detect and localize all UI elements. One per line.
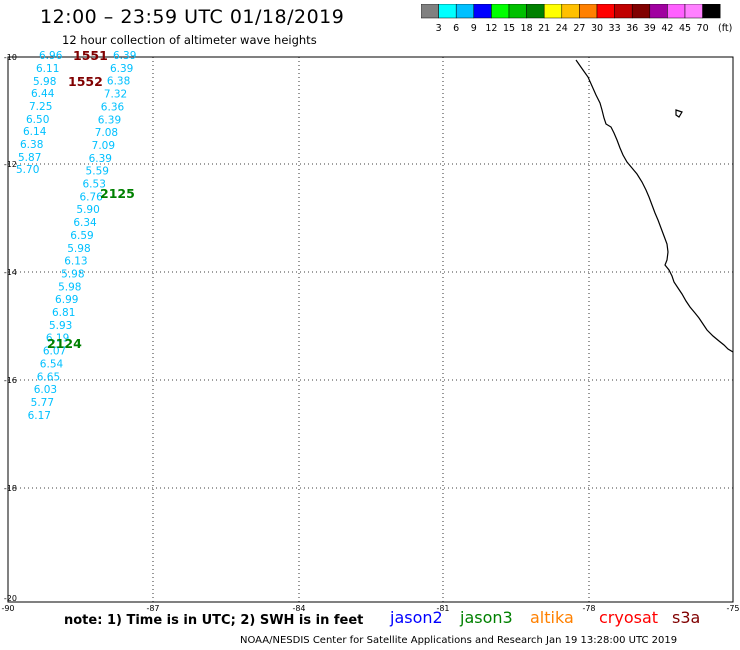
legend-altika: altika bbox=[530, 608, 574, 627]
wave-height-value: 6.59 bbox=[70, 230, 93, 242]
scale-label: 15 bbox=[503, 23, 515, 34]
lat-tick-label: -12 bbox=[4, 160, 17, 169]
wave-height-value: 6.07 bbox=[43, 346, 66, 358]
wave-height-value: 6.38 bbox=[20, 139, 43, 151]
lat-tick-label: -20 bbox=[4, 594, 17, 603]
wave-height-value: 5.77 bbox=[31, 397, 54, 409]
scale-label: 24 bbox=[556, 23, 568, 34]
wave-height-value: 6.53 bbox=[83, 179, 106, 191]
wave-height-value: 6.19 bbox=[46, 333, 69, 345]
wave-height-value: 6.96 bbox=[39, 50, 63, 62]
wave-height-value: 5.93 bbox=[49, 320, 72, 332]
page-subtitle: 12 hour collection of altimeter wave hei… bbox=[62, 33, 317, 47]
wave-height-value: 5.59 bbox=[86, 166, 109, 178]
color-scale: 3 6 9 12 15 18 21 24 27 30 33 36 39 42 45 70 (ft) bbox=[421, 4, 732, 34]
legend-jason3: jason3 bbox=[460, 608, 513, 627]
lon-tick-label: -84 bbox=[292, 604, 305, 613]
scale-label: 27 bbox=[573, 23, 585, 34]
wave-height-value: 6.81 bbox=[52, 307, 75, 319]
wave-height-value: 5.98 bbox=[67, 243, 90, 255]
track-time-label: 2124 bbox=[47, 336, 82, 351]
wave-height-value: 6.54 bbox=[40, 358, 64, 370]
wave-height-value: 6.50 bbox=[26, 114, 49, 126]
scale-label: 36 bbox=[626, 23, 638, 34]
lat-tick-label: -18 bbox=[4, 484, 17, 493]
legend-cryosat: cryosat bbox=[599, 608, 659, 627]
legend-s3a: s3a bbox=[672, 608, 701, 627]
wave-height-value: 6.34 bbox=[73, 217, 97, 229]
axis-tick-labels: -10 -12 -14 -16 -18 -20-90 -87 -84 -81 -78 -75 bbox=[1, 53, 739, 613]
wave-height-value: 6.99 bbox=[55, 294, 78, 306]
wave-height-value: 5.87 bbox=[18, 152, 41, 164]
lat-tick-label: -10 bbox=[4, 53, 17, 62]
grid-lines bbox=[8, 57, 733, 602]
lon-tick-label: -87 bbox=[146, 604, 159, 613]
scale-label: 39 bbox=[644, 23, 656, 34]
scale-unit: (ft) bbox=[718, 23, 732, 34]
wave-height-value: 6.03 bbox=[34, 384, 57, 396]
wave-height-value: 6.65 bbox=[37, 371, 60, 383]
map-frame bbox=[7, 56, 734, 603]
legend-jason2: jason2 bbox=[390, 608, 443, 627]
scale-label: 18 bbox=[521, 23, 533, 34]
scale-label: 70 bbox=[697, 23, 709, 34]
scale-label: 3 bbox=[436, 23, 442, 34]
scale-label: 42 bbox=[661, 23, 673, 34]
wave-height-value: 6.39 bbox=[98, 114, 121, 126]
track-time-label: 2125 bbox=[100, 186, 135, 201]
lon-tick-label: -78 bbox=[582, 604, 595, 613]
wave-height-value: 6.39 bbox=[113, 50, 136, 62]
page-title: 12:00 – 23:59 UTC 01/18/2019 bbox=[40, 6, 345, 28]
lon-tick-label: -81 bbox=[436, 604, 449, 613]
track-time-label: 1551 bbox=[73, 48, 108, 63]
scale-label: 9 bbox=[471, 23, 477, 34]
scale-label: 6 bbox=[453, 23, 459, 34]
wave-height-value: 5.98 bbox=[33, 76, 56, 88]
footer-note: note: 1) Time is in UTC; 2) SWH is in fe… bbox=[64, 613, 364, 628]
scale-label: 12 bbox=[485, 23, 497, 34]
wave-height-value: 6.17 bbox=[28, 410, 51, 422]
island bbox=[675, 109, 683, 118]
wave-height-value: 5.90 bbox=[76, 204, 99, 216]
scale-label: 30 bbox=[591, 23, 603, 34]
coastline bbox=[575, 59, 734, 353]
wave-height-value: 6.39 bbox=[89, 153, 112, 165]
wave-height-labels: 6.966.115.986.447.256.506.146.385.875.70… bbox=[16, 48, 136, 422]
wave-height-value: 5.98 bbox=[58, 281, 81, 293]
wave-height-value: 6.13 bbox=[64, 256, 87, 268]
wave-height-value: 5.98 bbox=[61, 268, 84, 280]
wave-height-value: 7.08 bbox=[95, 127, 118, 139]
wave-height-value: 6.36 bbox=[101, 101, 125, 113]
scale-label: 33 bbox=[609, 23, 621, 34]
lat-tick-label: -16 bbox=[4, 376, 17, 385]
wave-height-value: 7.09 bbox=[92, 140, 115, 152]
footer-credit: NOAA/NESDIS Center for Satellite Applica… bbox=[240, 635, 678, 646]
track-time-label: 1552 bbox=[68, 74, 103, 89]
wave-height-value: 6.38 bbox=[107, 76, 130, 88]
lon-tick-label: -75 bbox=[726, 604, 739, 613]
wave-height-value: 6.39 bbox=[110, 63, 133, 75]
scale-swatch bbox=[702, 4, 721, 19]
wave-height-value: 7.32 bbox=[104, 89, 127, 101]
wave-height-value: 7.25 bbox=[29, 101, 52, 113]
wave-height-value: 5.70 bbox=[16, 164, 39, 176]
scale-label: 21 bbox=[538, 23, 550, 34]
scale-label: 45 bbox=[679, 23, 691, 34]
wave-height-value: 6.11 bbox=[36, 63, 59, 75]
lat-tick-label: -14 bbox=[4, 268, 17, 277]
wave-height-value: 6.44 bbox=[31, 88, 55, 100]
wave-height-value: 6.14 bbox=[23, 126, 47, 138]
wave-height-value: 6.76 bbox=[79, 191, 103, 203]
lon-tick-label: -90 bbox=[1, 604, 14, 613]
